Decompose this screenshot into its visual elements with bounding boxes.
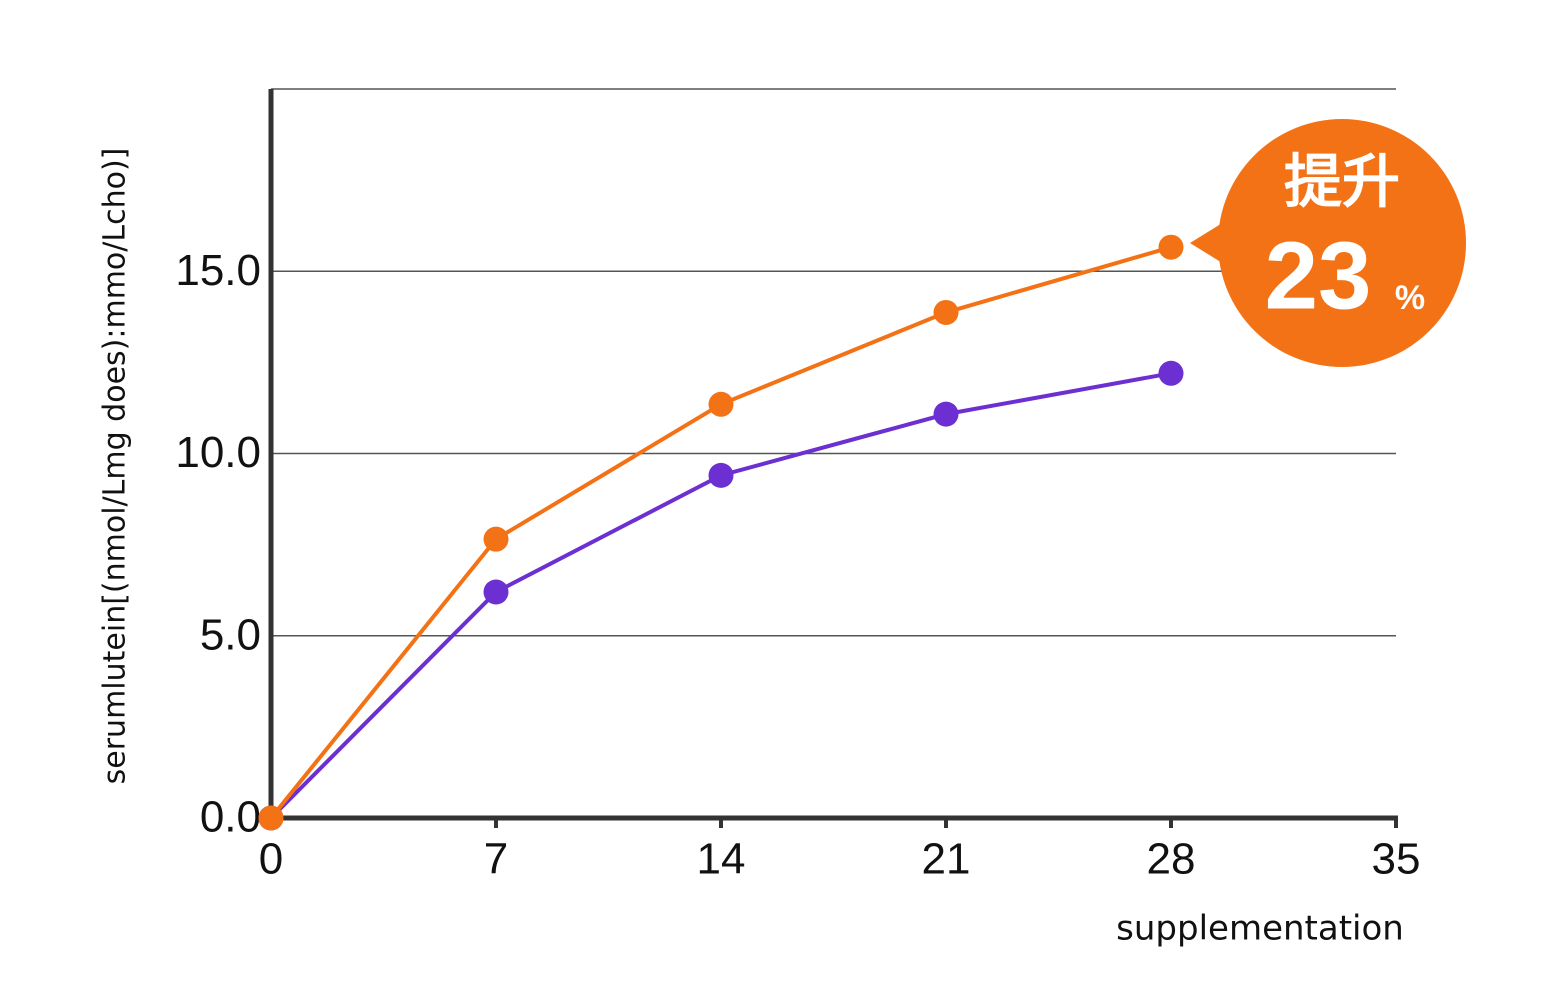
y-tick-label: 5.0 bbox=[200, 610, 261, 659]
x-tick-label: 28 bbox=[1147, 835, 1196, 884]
data-point bbox=[933, 401, 959, 427]
callout-unit: % bbox=[1395, 279, 1425, 317]
data-point bbox=[933, 299, 959, 325]
callout-bubble bbox=[1218, 119, 1466, 367]
y-axis-label: serumlutein[(nmol/Lmg does):mmo/Lcho)] bbox=[98, 148, 133, 785]
series-line bbox=[269, 371, 1172, 820]
callout-value: 23 bbox=[1265, 222, 1372, 329]
data-point bbox=[483, 526, 509, 552]
y-tick-label: 15.0 bbox=[175, 246, 261, 295]
x-tick-label: 0 bbox=[259, 835, 283, 884]
y-tick-label: 10.0 bbox=[175, 428, 261, 477]
data-point bbox=[708, 462, 734, 488]
data-point bbox=[708, 391, 734, 417]
series-line bbox=[269, 245, 1172, 820]
data-point bbox=[258, 805, 284, 831]
x-tick-label: 7 bbox=[484, 835, 508, 884]
x-axis-label: supplementation bbox=[1116, 909, 1404, 949]
data-point bbox=[483, 579, 509, 605]
x-tick-label: 35 bbox=[1372, 835, 1421, 884]
data-point bbox=[1158, 234, 1184, 260]
y-tick-label: 0.0 bbox=[200, 793, 261, 842]
x-tick-label: 14 bbox=[697, 835, 746, 884]
data-point bbox=[1158, 360, 1184, 386]
callout-text: 提升 bbox=[1284, 149, 1400, 214]
x-tick-label: 21 bbox=[922, 835, 971, 884]
